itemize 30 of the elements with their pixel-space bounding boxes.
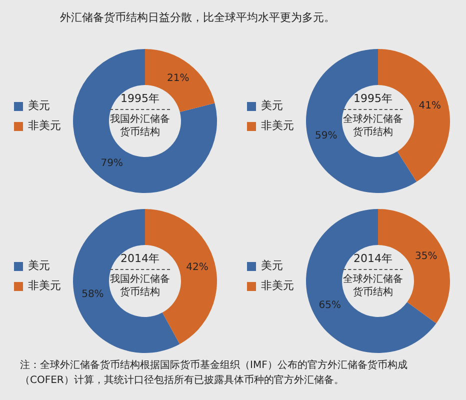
data-label: 41% (418, 100, 441, 112)
data-label: 79% (100, 158, 124, 170)
text: 1995年 (352, 92, 394, 106)
text: 外汇储备货币结构日益分散，比全球平均水平更为多元。 (60, 10, 336, 25)
legend-label: 非美元 (261, 278, 294, 294)
text: 注：全球外汇储备货币结构根据国际货币基金组织（IMF）公布的官方外汇储备货币构成（COFER）计算，其统计口径包括所有已披露具体币种的官方外汇储备。 (20, 358, 408, 388)
donut-slice (306, 209, 436, 353)
text: 2014年 (120, 252, 160, 266)
donut-slice (73, 209, 180, 353)
legend-label: 非美元 (28, 118, 61, 134)
legend-label: 非美元 (28, 278, 61, 294)
data-label: 21% (166, 72, 190, 84)
donut-slice (73, 49, 217, 193)
data-label: 65% (318, 300, 342, 312)
legend-label: 美元 (261, 258, 283, 274)
legend-label: 美元 (28, 258, 50, 274)
text: 全球外汇储备货币结构 (343, 113, 403, 139)
data-label: 35% (414, 250, 438, 262)
text: 我国外汇储备货币结构 (110, 113, 170, 139)
data-label: 59% (315, 130, 338, 142)
data-label: 58% (82, 288, 104, 300)
data-label: 42% (186, 262, 208, 274)
text: 全球外汇储备货币结构 (343, 273, 403, 299)
legend-label: 美元 (28, 98, 50, 114)
text: 1995年 (120, 92, 160, 106)
text: 2014年 (352, 252, 394, 266)
legend-label: 美元 (261, 98, 283, 114)
legend-label: 非美元 (261, 118, 294, 134)
donut-slice (306, 49, 417, 193)
text: 我国外汇储备货币结构 (110, 273, 170, 299)
